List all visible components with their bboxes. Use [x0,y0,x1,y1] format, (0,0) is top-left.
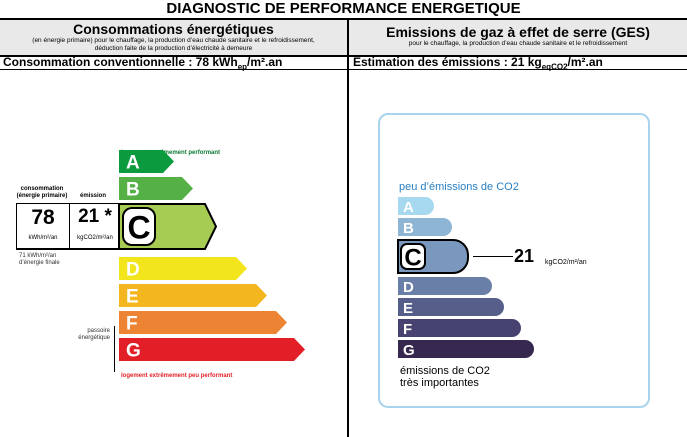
energy-current-badge [122,207,156,246]
emission-column-header: émission [79,193,106,199]
ges-summary-unit: /m².an [567,55,603,69]
consumption-column-header: consommation (énergie primaire) [16,186,68,199]
ges-header: Emissions de gaz à effet de serre (GES) … [349,20,687,55]
emission-unit: kgCO2/m²/an [77,235,113,241]
energy-class-e-bar [119,284,267,307]
ges-class-c-label: C [404,245,421,272]
value-box-underline [16,249,119,250]
ges-value: 21 [514,246,535,266]
ges-current-badge [400,243,426,270]
ges-subheading: pour le chauffage, la production d’eau c… [408,40,628,47]
energy-class-b-bar [119,177,193,200]
passoire-bracket [114,326,115,372]
energy-summary-unit: /m².an [247,55,283,69]
energy-top-note: logement extrêmement performant [121,141,220,159]
energy-bottom-note: logement extrêmement peu performant [121,364,232,382]
page-title: DIAGNOSTIC DE PERFORMANCE ENERGETIQUE [0,0,687,20]
final-energy-note: 71 kWh/m²/an d’énergie finale [19,253,60,266]
energy-heading: Consommations énergétiques [73,21,274,37]
ges-bottom-note-line1: émissions de CO2 [400,365,490,377]
ges-frame [378,113,650,408]
passoire-note: passoire énergétique [78,328,110,341]
energy-class-a-label: A [126,153,140,174]
energy-class-e-label: E [126,287,139,308]
energy-class-a-bar [119,150,174,173]
energy-class-g-bar [119,338,305,361]
energy-summary: Consommation conventionnelle : 78 kWhep/… [3,56,282,73]
energy-class-g-label: G [126,341,141,362]
ges-class-g-bar [398,340,534,358]
consumption-value: 78 [31,206,55,229]
ges-class-g-label: G [403,342,415,359]
energy-class-f-label: F [126,314,138,335]
energy-header: Consommations énergétiques (en énergie p… [0,20,347,55]
ges-class-f-bar [398,319,521,337]
ges-heading: Emissions de gaz à effet de serre (GES) [386,24,650,40]
ges-summary-sub: eqCO2 [541,62,568,72]
ges-class-d-bar [398,277,492,295]
ges-class-f-label: F [403,321,412,338]
ges-class-d-label: D [403,279,414,296]
energy-top-note-text: logement extrêmement performant [121,150,221,156]
ges-class-e-label: E [403,300,413,317]
header-divider [0,55,687,57]
energy-summary-text: Consommation conventionnelle : 78 kWh [3,55,238,69]
ges-value-pointer [473,256,513,257]
value-box-divider [69,204,70,248]
ges-bottom-note: émissions de CO2 très importantes [400,365,490,389]
ges-summary-text: Estimation des émissions : 21 kg [353,55,542,69]
emission-value: 21 * [78,206,112,227]
ges-bottom-note-line2: très importantes [400,377,479,389]
energy-class-b-label: B [126,180,140,201]
consumption-unit: kWh/m²/an [28,235,58,241]
energy-subheading: (en énergie primaire) pour le chauffage,… [32,37,315,52]
ges-class-a-bar [398,197,434,215]
ges-class-b-label: B [403,220,414,237]
column-divider [347,20,349,437]
ges-class-e-bar [398,298,504,316]
energy-class-c-label: C [127,210,150,246]
ges-summary: Estimation des émissions : 21 kgeqCO2/m²… [353,56,603,73]
energy-value-box: 78 21 * kWh/m²/an kgCO2/m²/an [16,203,119,249]
energy-class-d-label: D [126,260,140,281]
energy-class-d-bar [119,257,247,280]
ges-class-b-bar [398,218,452,236]
energy-summary-sub: ep [237,62,248,72]
energy-bottom-note-text: logement extrêmement peu performant [121,373,233,379]
ges-value-unit: kgCO2/m²/an [545,259,587,266]
energy-class-f-bar [119,311,287,334]
summary-divider [0,69,687,70]
ges-class-a-label: A [403,199,414,216]
ges-top-note: peu d’émissions de CO2 [399,181,519,193]
